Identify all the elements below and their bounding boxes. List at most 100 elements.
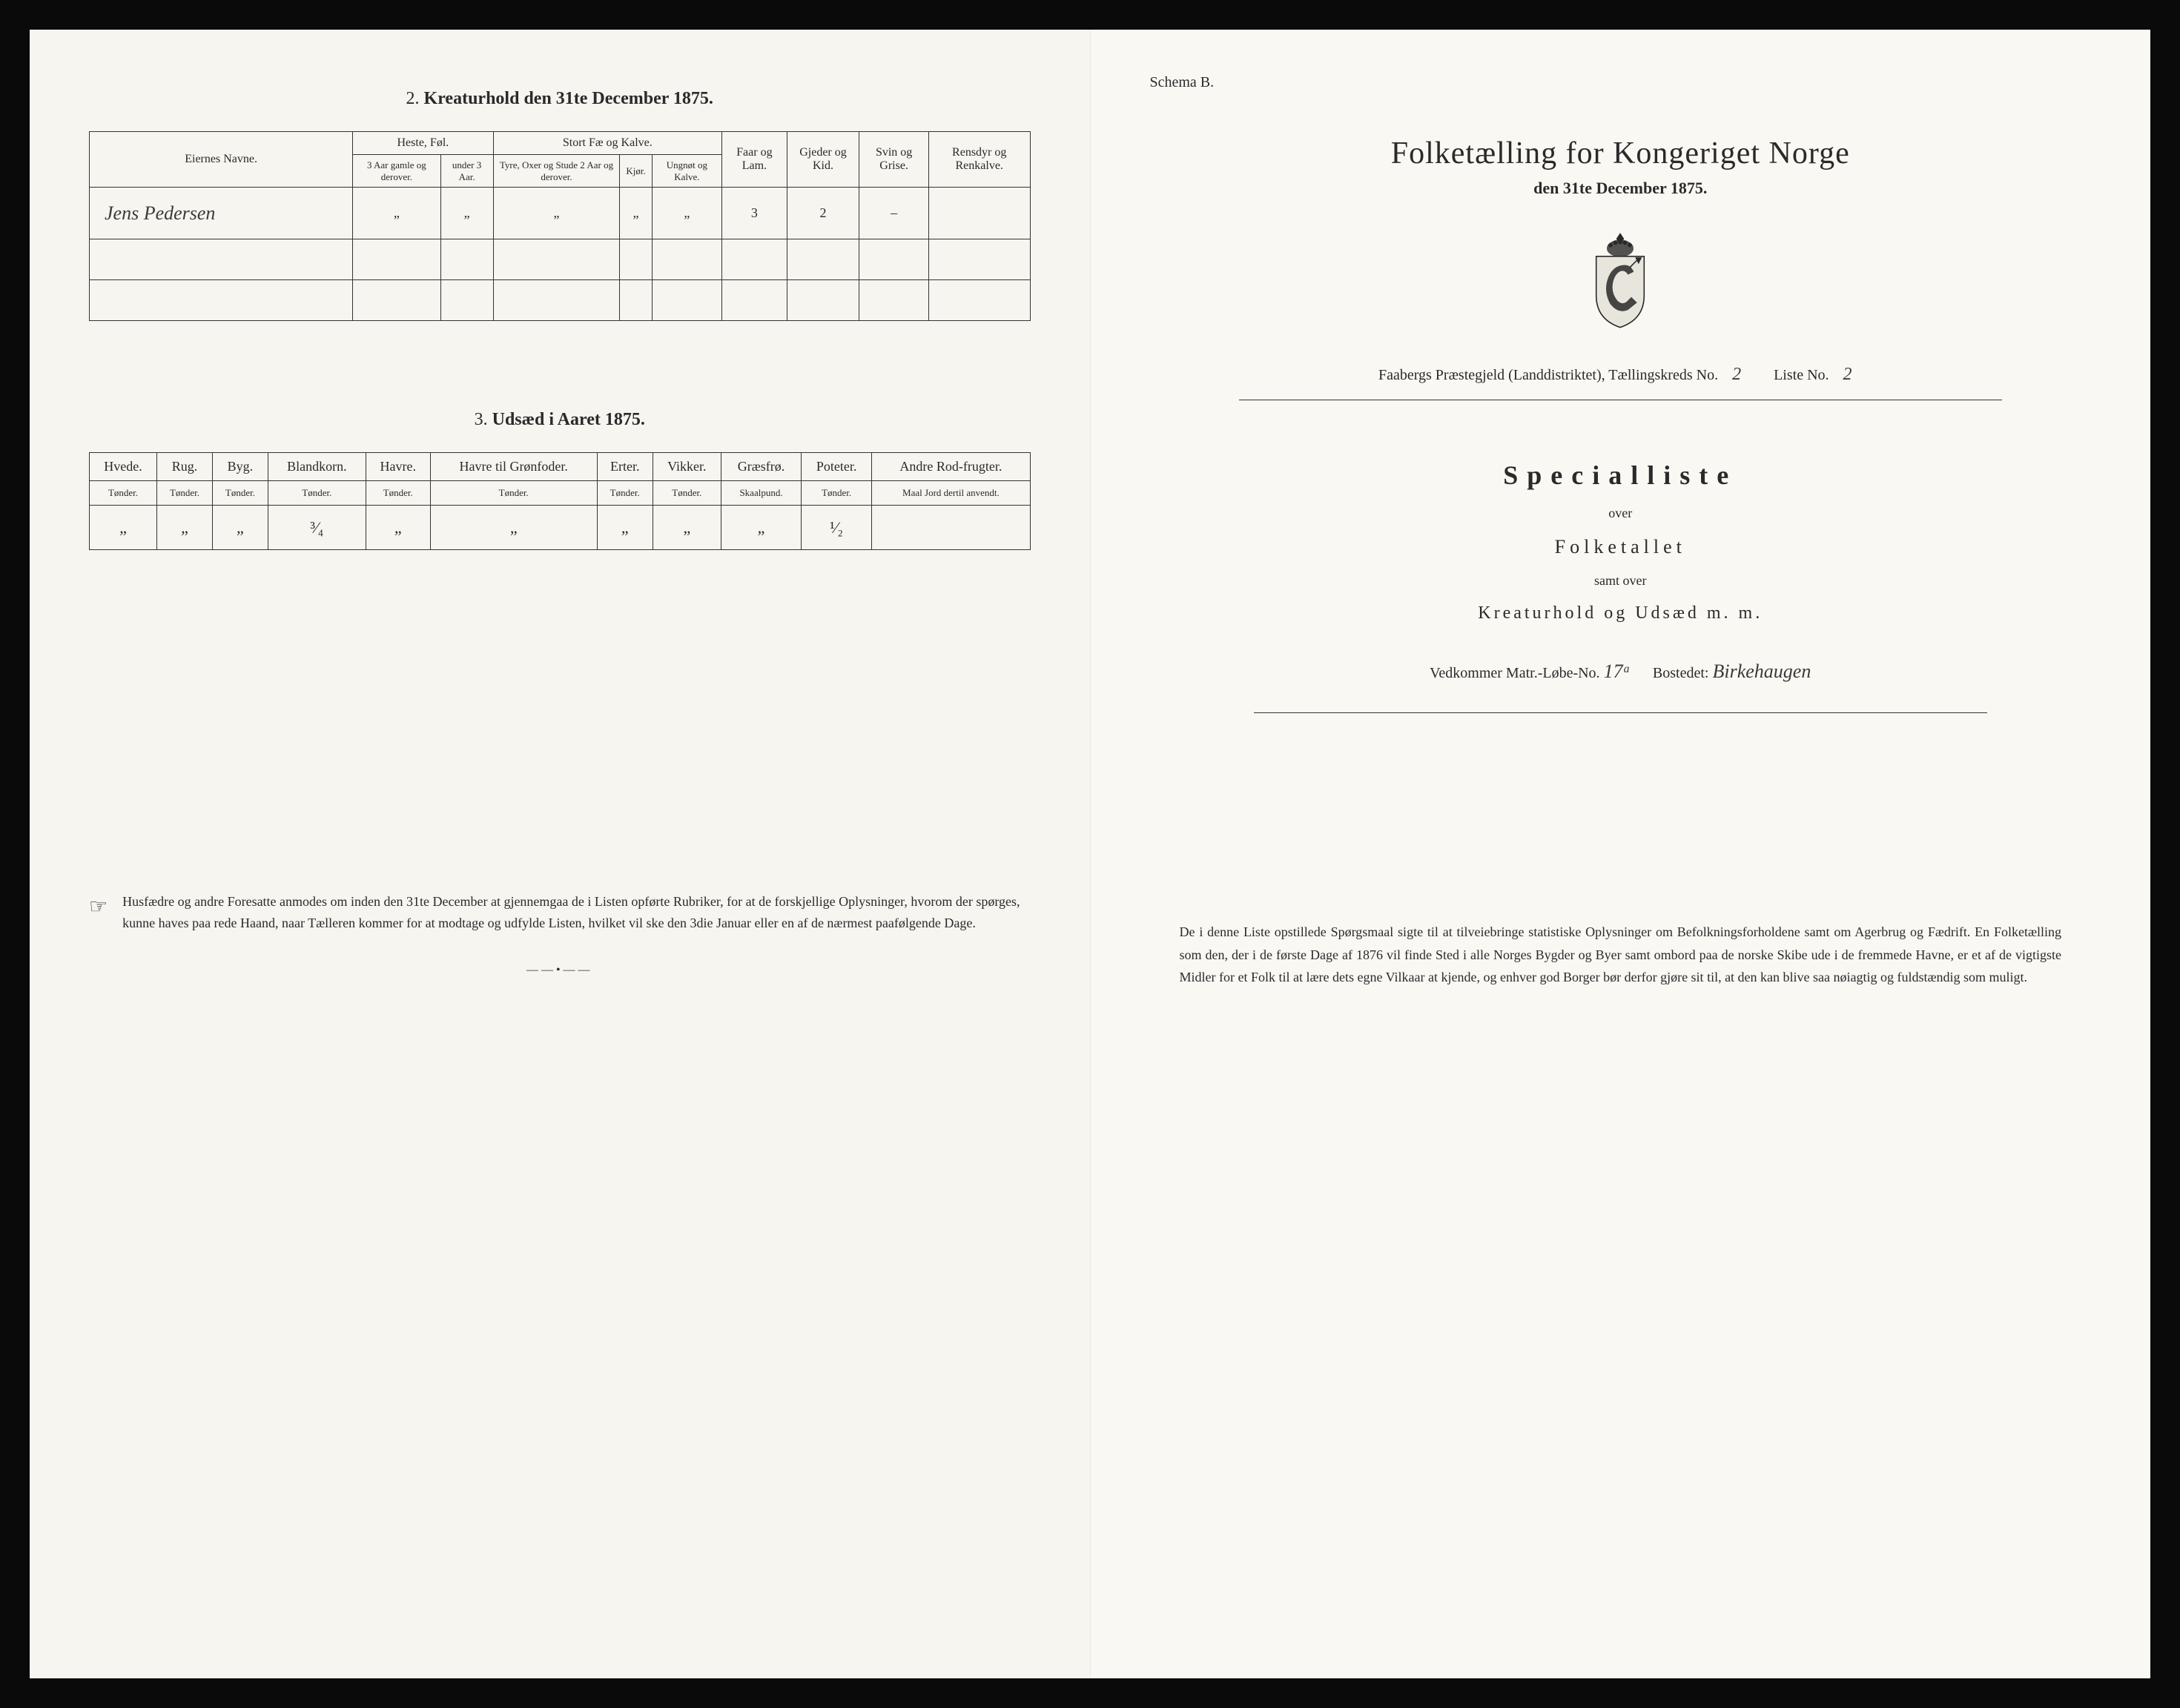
col-stort1: Tyre, Oxer og Stude 2 Aar og derover.: [493, 155, 620, 188]
cell: „: [430, 506, 597, 550]
col-graesfro: Græsfrø.: [721, 453, 802, 481]
col-owner: Eiernes Navne.: [90, 132, 353, 188]
col-faar: Faar og Lam.: [722, 132, 787, 188]
col-poteter: Poteter.: [802, 453, 872, 481]
cell: „: [157, 506, 213, 550]
table-row: Eiernes Navne. Heste, Føl. Stort Fæ og K…: [90, 132, 1031, 155]
col-blandkorn: Blandkorn.: [268, 453, 366, 481]
parish-line: Faabergs Præstegjeld (Landdistriktet), T…: [1150, 365, 2092, 385]
cell: [928, 188, 1030, 239]
parish-prefix: Faabergs Præstegjeld (Landdistriktet), T…: [1378, 367, 1718, 383]
cell: „: [90, 506, 157, 550]
section2-num: 2.: [406, 89, 420, 108]
table-row: [90, 280, 1031, 321]
unit: Maal Jord dertil anvendt.: [872, 481, 1030, 506]
main-subtitle: den 31te December 1875.: [1150, 179, 2092, 198]
table-row: „ „ „ ³⁄₄ „ „ „ „ „ ¹⁄₂: [90, 506, 1031, 550]
right-page: Schema B. Folketælling for Kongeriget No…: [1091, 30, 2151, 1678]
scan-frame: 2. Kreaturhold den 31te December 1875. E…: [0, 0, 2180, 1708]
section3: 3. Udsæd i Aaret 1875. Hvede. Rug. Byg. …: [89, 410, 1031, 550]
kreds-number: 2: [1722, 365, 1751, 385]
kreaturhold-table: Eiernes Navne. Heste, Føl. Stort Fæ og K…: [89, 131, 1031, 321]
cell: „: [366, 506, 430, 550]
col-stort: Stort Fæ og Kalve.: [493, 132, 721, 155]
unit: Tønder.: [212, 481, 268, 506]
table-row: Jens Pedersen „ „ „ „ „ 3 2 –: [90, 188, 1031, 239]
section2-title: 2. Kreaturhold den 31te December 1875.: [89, 89, 1031, 109]
col-byg: Byg.: [212, 453, 268, 481]
unit: Tønder.: [597, 481, 653, 506]
col-svin: Svin og Grise.: [859, 132, 929, 188]
samt-label: samt over: [1150, 573, 2092, 589]
table-row: [90, 239, 1031, 280]
main-title: Folketælling for Kongeriget Norge: [1150, 136, 2092, 171]
unit: Skaalpund.: [721, 481, 802, 506]
bosted-label: Bostedet:: [1653, 665, 1709, 681]
schema-label: Schema B.: [1150, 74, 2092, 91]
pointing-hand-icon: ☞: [89, 891, 108, 934]
left-footer-note: ☞ Husfædre og andre Foresatte anmodes om…: [89, 891, 1031, 934]
col-havre-gron: Havre til Grønfoder.: [430, 453, 597, 481]
cell: ³⁄₄: [268, 506, 366, 550]
liste-number: 2: [1833, 365, 1863, 385]
unit: Tønder.: [653, 481, 721, 506]
liste-label: Liste No.: [1774, 367, 1829, 383]
section3-main: Udsæd i Aaret 1875.: [492, 410, 645, 429]
unit: Tønder.: [90, 481, 157, 506]
cell: 2: [787, 188, 859, 239]
over-label: over: [1150, 506, 2092, 521]
section2-main: Kreaturhold den 31te December 1875.: [424, 89, 713, 108]
kreaturhold-label: Kreaturhold og Udsæd m. m.: [1150, 603, 2092, 623]
cell: „: [440, 188, 493, 239]
col-hvede: Hvede.: [90, 453, 157, 481]
coat-of-arms-icon: [1150, 228, 2092, 335]
left-page: 2. Kreaturhold den 31te December 1875. E…: [30, 30, 1091, 1678]
divider: [1254, 712, 1988, 713]
cell: „: [620, 188, 652, 239]
unit: Tønder.: [430, 481, 597, 506]
unit: Tønder.: [366, 481, 430, 506]
udsad-table: Hvede. Rug. Byg. Blandkorn. Havre. Havre…: [89, 452, 1031, 550]
section3-num: 3.: [475, 410, 488, 429]
bosted-value: Birkehaugen: [1712, 661, 1811, 682]
table-row: Tønder. Tønder. Tønder. Tønder. Tønder. …: [90, 481, 1031, 506]
cell: „: [597, 506, 653, 550]
col-stort2: Kjør.: [620, 155, 652, 188]
unit: Tønder.: [157, 481, 213, 506]
specialliste-heading: Specialliste: [1150, 460, 2092, 491]
footer-text: Husfædre og andre Foresatte anmodes om i…: [122, 891, 1030, 934]
cell: ¹⁄₂: [802, 506, 872, 550]
unit: Tønder.: [268, 481, 366, 506]
cell: „: [212, 506, 268, 550]
col-heste2: under 3 Aar.: [440, 155, 493, 188]
section3-title: 3. Udsæd i Aaret 1875.: [89, 410, 1031, 430]
document-spread: 2. Kreaturhold den 31te December 1875. E…: [30, 30, 2150, 1678]
col-vikker: Vikker.: [653, 453, 721, 481]
col-rug: Rug.: [157, 453, 213, 481]
cell: [872, 506, 1030, 550]
vedkommer-line: Vedkommer Matr.-Løbe-No. 17ᵃ Bostedet: B…: [1150, 661, 2092, 683]
tail-ornament: ——•——: [89, 964, 1031, 977]
right-footer-text: De i denne Liste opstillede Spørgsmaal s…: [1150, 921, 2092, 989]
unit: Tønder.: [802, 481, 872, 506]
col-heste: Heste, Føl.: [353, 132, 493, 155]
owner-name: Jens Pedersen: [90, 188, 353, 239]
col-rensdyr: Rensdyr og Renkalve.: [928, 132, 1030, 188]
cell: „: [653, 506, 721, 550]
matr-label: Vedkommer Matr.-Løbe-No.: [1430, 665, 1599, 681]
col-gjeder: Gjeder og Kid.: [787, 132, 859, 188]
col-erter: Erter.: [597, 453, 653, 481]
col-andre: Andre Rod-frugter.: [872, 453, 1030, 481]
cell: „: [721, 506, 802, 550]
cell: „: [493, 188, 620, 239]
cell: „: [652, 188, 721, 239]
col-havre: Havre.: [366, 453, 430, 481]
cell: „: [353, 188, 440, 239]
col-heste1: 3 Aar gamle og derover.: [353, 155, 440, 188]
folketallet-label: Folketallet: [1150, 536, 2092, 558]
table-row: Hvede. Rug. Byg. Blandkorn. Havre. Havre…: [90, 453, 1031, 481]
specialliste-block: Specialliste over Folketallet samt over …: [1150, 460, 2092, 623]
cell: –: [859, 188, 929, 239]
matr-value: 17ᵃ: [1604, 661, 1631, 682]
cell: 3: [722, 188, 787, 239]
